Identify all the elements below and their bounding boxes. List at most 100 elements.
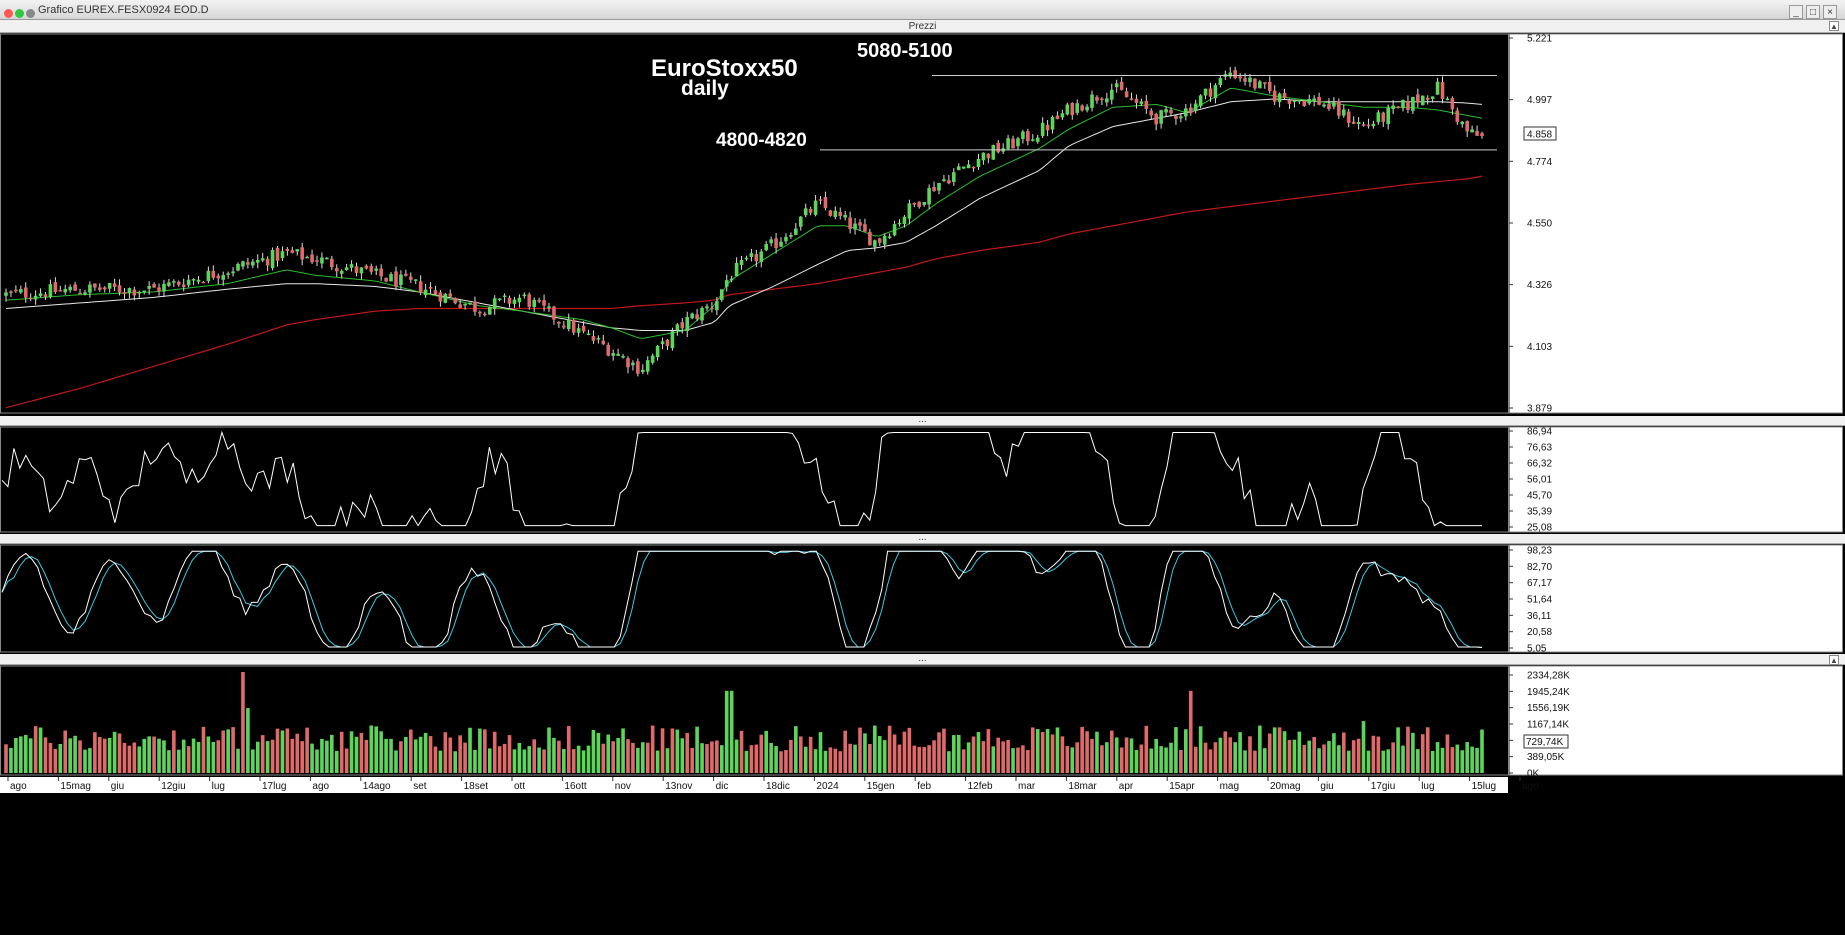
volume-bar xyxy=(794,726,798,773)
volume-bar xyxy=(882,740,887,773)
volume-bar xyxy=(1109,730,1114,773)
window-title: Grafico EUREX.FESX0924 EOD.D xyxy=(38,4,209,16)
volume-bar xyxy=(1006,740,1010,773)
restore-button[interactable]: □ xyxy=(1806,5,1820,19)
stoch-plot-frame xyxy=(0,544,1509,653)
close-button[interactable]: × xyxy=(1823,5,1837,19)
volume-bar xyxy=(1465,742,1469,773)
osc-plot-frame xyxy=(0,426,1509,533)
oscillator-axis-label: 56,01 xyxy=(1527,475,1552,486)
candle-body xyxy=(537,299,541,302)
maximize-dot-icon[interactable] xyxy=(15,9,24,18)
candle-body xyxy=(1090,94,1094,108)
candle-body xyxy=(1065,104,1070,115)
candle-body xyxy=(1435,81,1440,95)
volume-bar xyxy=(818,732,823,773)
volume-bar xyxy=(951,735,956,773)
volume-bar xyxy=(255,741,260,773)
candle-body xyxy=(902,216,907,225)
volume-bar xyxy=(354,736,359,773)
candle-body xyxy=(1193,103,1198,111)
price-pane-header[interactable]: Prezzi ▲ xyxy=(0,20,1845,33)
stochastic-pane-header[interactable]: ... xyxy=(0,533,1845,544)
candle-body xyxy=(468,302,472,305)
volume-bar xyxy=(1420,734,1425,773)
pane-expand-icon[interactable]: ▲ xyxy=(1829,655,1839,665)
candle-body xyxy=(877,238,882,243)
volume-bar xyxy=(798,736,803,773)
candle-body xyxy=(58,290,63,292)
volume-bar xyxy=(1401,745,1405,773)
volume-bar xyxy=(1100,745,1104,773)
volume-bar xyxy=(73,735,77,773)
candle-body xyxy=(655,345,660,358)
volume-bar xyxy=(1065,746,1070,773)
volume-bar xyxy=(176,749,181,773)
last-volume-box xyxy=(1523,734,1569,749)
menu-dot-icon[interactable] xyxy=(26,9,35,18)
volume-bar xyxy=(502,743,507,773)
volume-bar xyxy=(497,746,502,773)
volume-axis-label: 2334,28K xyxy=(1527,671,1570,682)
candle-body xyxy=(1327,103,1331,110)
volume-pane-header[interactable]: ... ▲ xyxy=(0,654,1845,665)
volume-bar xyxy=(1164,747,1168,773)
candle-body xyxy=(685,317,690,331)
volume-bar xyxy=(157,738,161,773)
oscillator-axis-label: 66,32 xyxy=(1527,459,1552,470)
candle-body xyxy=(1080,105,1084,111)
volume-bar xyxy=(83,749,87,773)
minimize-button[interactable]: _ xyxy=(1789,5,1803,19)
oscillator-pane-header[interactable]: ... xyxy=(0,415,1845,426)
candle-body xyxy=(310,254,314,263)
volume-bar xyxy=(1376,736,1381,773)
volume-bar xyxy=(1208,749,1213,773)
price-axis-panel xyxy=(1509,33,1843,414)
candle-body xyxy=(1440,82,1445,99)
x-axis-label: 2024 xyxy=(816,781,839,792)
stochastic-axis-label: 67,17 xyxy=(1527,578,1552,589)
volume-bar xyxy=(848,743,852,773)
candle-body xyxy=(315,260,319,262)
candle-body xyxy=(1085,106,1089,111)
candle-body xyxy=(892,224,897,236)
volume-bar xyxy=(1188,690,1193,773)
candle-body xyxy=(349,264,354,268)
volume-bar xyxy=(843,730,847,773)
pane-expand-icon[interactable]: ▲ xyxy=(1829,21,1839,31)
volume-bar xyxy=(601,743,606,773)
volume-bar xyxy=(181,739,186,773)
volume-bar xyxy=(715,740,719,773)
osc-axis-panel xyxy=(1509,426,1843,533)
volume-bar xyxy=(621,728,625,773)
volume-bar xyxy=(478,728,482,773)
volume-bar xyxy=(1480,729,1484,773)
close-dot-icon[interactable] xyxy=(4,9,13,18)
volume-bar xyxy=(966,742,971,773)
volume-bar xyxy=(729,690,734,773)
volume-bar xyxy=(1119,747,1124,773)
candle-body xyxy=(137,292,142,294)
candle-body xyxy=(43,294,48,297)
volume-bar xyxy=(241,672,245,773)
volume-bar xyxy=(1134,749,1139,773)
volume-bar xyxy=(789,739,793,773)
candle-body xyxy=(601,340,606,345)
candle-body xyxy=(127,288,132,293)
candle-body xyxy=(162,283,166,292)
volume-bar xyxy=(226,729,230,773)
volume-bar xyxy=(142,738,147,773)
candle-body xyxy=(571,319,576,333)
oscillator-axis-label: 86,94 xyxy=(1527,427,1552,438)
volume-bar xyxy=(14,737,18,773)
candle-body xyxy=(216,275,221,279)
ma-mid-line xyxy=(5,98,1483,331)
candle-body xyxy=(4,292,8,296)
candle-body xyxy=(631,362,635,366)
candle-body xyxy=(285,248,290,251)
price-pane-label: Prezzi xyxy=(908,21,937,32)
candle-body xyxy=(97,287,102,290)
vol-plot-frame xyxy=(0,665,1509,776)
volume-axis-label: 1556,19K xyxy=(1527,703,1570,714)
candle-body xyxy=(369,266,374,272)
